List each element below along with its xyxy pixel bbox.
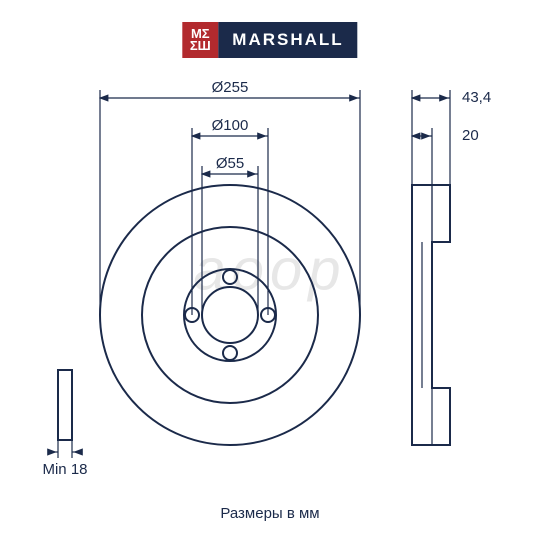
brand-name: MARSHALL: [218, 22, 357, 58]
footer-caption: Размеры в мм: [0, 505, 540, 522]
brake-disc-diagram: Ø255 Ø100 Ø55 43,4 20 Min 18: [0, 70, 540, 490]
disc-front-view: [100, 185, 360, 445]
dim-bolt-circle-label: Ø100: [212, 117, 249, 134]
brand-icon-text: МΣ ΣШ: [182, 28, 218, 53]
brand-logo: МΣ ΣШ MARSHALL: [182, 22, 357, 58]
dim-min-thickness-label: Min 18: [42, 461, 87, 478]
dim-thickness: 20: [412, 127, 479, 144]
dim-bore-label: Ø55: [216, 155, 244, 172]
dim-outer-diameter: Ø255: [100, 79, 360, 98]
dim-outer-diameter-label: Ø255: [212, 79, 249, 96]
disc-side-view: [412, 185, 450, 445]
dim-bore: Ø55: [202, 155, 258, 174]
min-thickness-block: Min 18: [42, 370, 87, 478]
dim-hat-depth: 43,4: [412, 89, 491, 106]
dim-bolt-circle: Ø100: [192, 117, 268, 136]
dim-hat-depth-label: 43,4: [462, 89, 491, 106]
dim-thickness-label: 20: [462, 127, 479, 144]
brand-icon: МΣ ΣШ: [182, 22, 218, 58]
